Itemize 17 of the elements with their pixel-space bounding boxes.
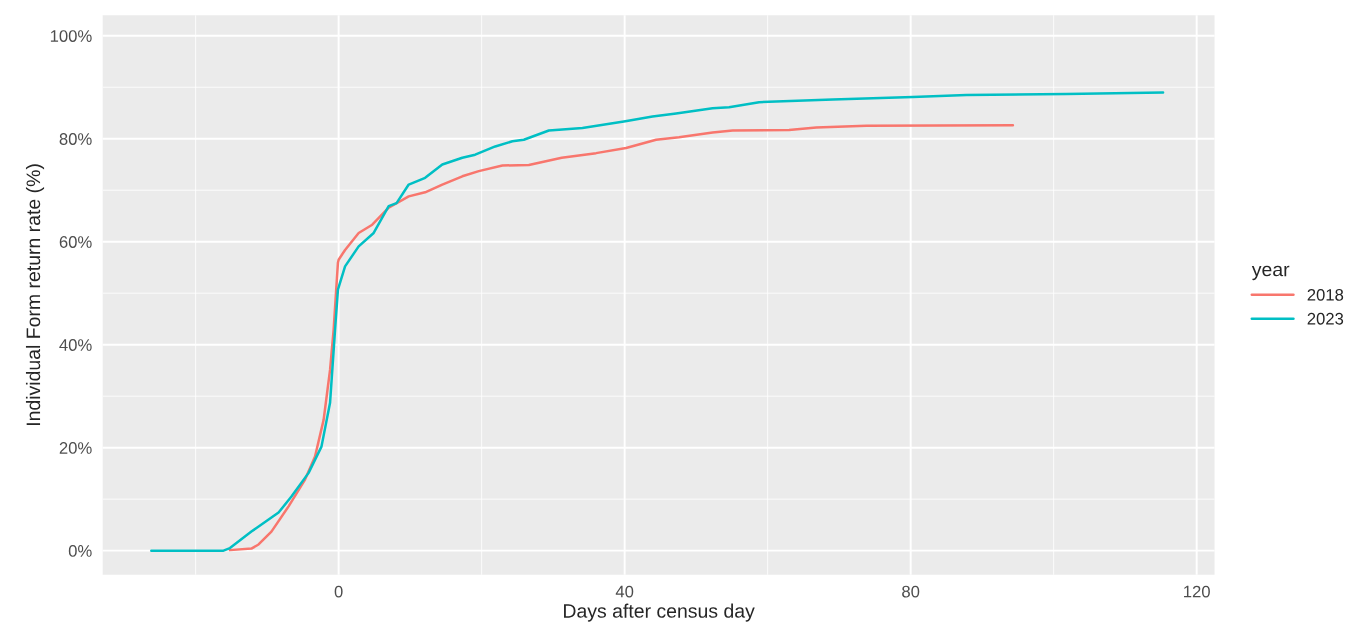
y-tick-label: 60% (59, 236, 92, 248)
y-tick-label: 20% (59, 442, 92, 454)
y-tick-label: 40% (59, 339, 92, 351)
x-tick-label: 80 (902, 585, 920, 598)
legend-label: 2018 (1307, 288, 1344, 301)
legend-title: year (1251, 265, 1290, 281)
y-axis-title: Individual Form return rate (%) (25, 164, 45, 426)
legend-label: 2023 (1307, 312, 1344, 325)
line-series (228, 124, 1015, 552)
x-tick-label: 40 (615, 585, 634, 598)
x-tick-label: 120 (1184, 585, 1210, 598)
x-axis-title: Days after census day (564, 603, 755, 622)
line-series (150, 91, 1165, 552)
y-tick-label: 0% (68, 545, 92, 557)
y-tick-label: 80% (59, 133, 92, 145)
x-tick-label: 0 (334, 585, 343, 598)
y-tick-label: 100% (50, 30, 92, 42)
